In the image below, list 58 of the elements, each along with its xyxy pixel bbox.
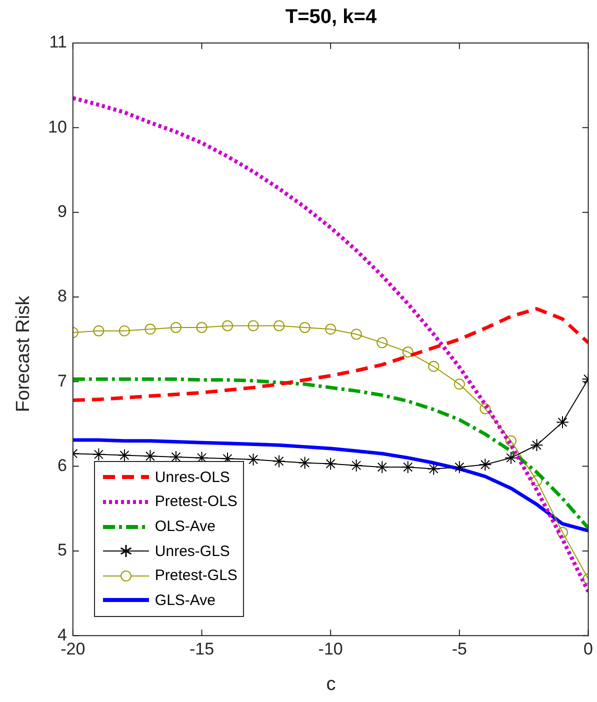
y-tick-label: 11 — [49, 32, 67, 52]
point — [480, 403, 491, 414]
legend-label: GLS-Ave — [154, 592, 216, 609]
line-series — [72, 96, 588, 594]
y-tick-label: 10 — [48, 117, 67, 136]
point — [93, 325, 104, 336]
point — [452, 460, 466, 474]
point — [454, 378, 465, 390]
line-series — [72, 377, 588, 530]
point — [298, 456, 312, 470]
y-tick-label: 5 — [57, 540, 67, 560]
legend-label: OLS-Ave — [154, 518, 216, 536]
point — [428, 360, 440, 372]
point — [92, 448, 106, 461]
point — [504, 451, 518, 464]
point — [118, 448, 131, 462]
point — [274, 320, 285, 332]
x-tick-label: -5 — [452, 639, 467, 658]
point — [478, 458, 492, 472]
y-tick-label: 8 — [57, 286, 67, 306]
y-tick-label: 6 — [57, 456, 67, 475]
legend-label: Unres-GLS — [154, 542, 230, 560]
y-tick-label: 9 — [57, 202, 67, 221]
point — [246, 453, 260, 466]
x-axis-title: c — [325, 674, 337, 696]
point — [350, 328, 362, 340]
line-series — [72, 307, 588, 402]
y-tick-label: 7 — [57, 371, 67, 390]
chart-title: T=50, k=4 — [284, 6, 378, 29]
point — [376, 337, 388, 348]
point — [248, 320, 259, 332]
point — [557, 526, 568, 538]
point — [556, 416, 570, 429]
point — [505, 435, 516, 446]
point — [118, 325, 130, 336]
point — [376, 460, 389, 474]
point — [427, 462, 440, 476]
point — [144, 450, 157, 463]
legend-label: Pretest-GLS — [154, 567, 238, 584]
point — [196, 322, 208, 333]
x-tick-label: -10 — [318, 639, 343, 658]
point — [325, 324, 336, 335]
y-axis-title: Forecast Risk — [13, 296, 35, 412]
point — [144, 324, 156, 335]
point — [401, 460, 414, 474]
point — [222, 320, 234, 332]
point — [530, 438, 544, 452]
point — [350, 458, 363, 472]
point — [272, 454, 286, 468]
x-tick-label: 0 — [584, 639, 594, 658]
x-tick-label: -15 — [189, 639, 214, 658]
legend-label: Pretest-OLS — [154, 493, 238, 510]
legend-label: Unres-OLS — [154, 468, 230, 486]
point — [170, 322, 182, 333]
point — [299, 322, 310, 333]
point — [324, 457, 338, 470]
point — [402, 346, 414, 358]
point — [531, 475, 542, 486]
